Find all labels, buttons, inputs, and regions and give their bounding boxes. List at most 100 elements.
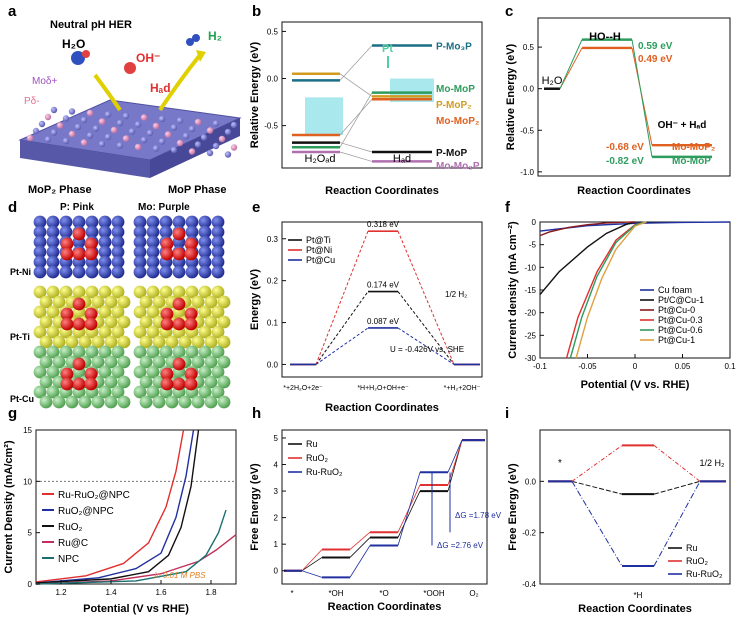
substrate-atom-icon [211, 365, 225, 379]
water-molecule-icon [71, 51, 85, 65]
substrate-atom-icon [59, 265, 73, 279]
substrate-atom-icon [204, 395, 218, 409]
surface-atom-icon [44, 113, 52, 121]
substrate-atom-icon [204, 355, 218, 369]
platinum-atom-icon [72, 247, 86, 261]
substrate-atom-icon [185, 225, 199, 239]
panel-g-ytick-label: 10 [23, 477, 32, 486]
platinum-atom-icon [72, 227, 86, 241]
panel-h-connector [349, 545, 371, 578]
substrate-atom-icon [204, 335, 218, 349]
substrate-atom-icon [111, 285, 125, 299]
panel-g-legend-label: Ru-RuO₂@NPC [58, 490, 130, 501]
surface-atom-icon [140, 136, 148, 144]
platinum-atom-icon [160, 317, 174, 331]
panel-i-ylabel: Free Energy (eV) [507, 463, 519, 551]
legend-mo: Mo: Purple [138, 202, 190, 213]
panel-h-ytick-label: 4 [274, 461, 279, 470]
label-mop-phase: MoP Phase [168, 184, 227, 196]
substrate-atom-icon [111, 305, 125, 319]
label-oh: OH⁻ [136, 51, 160, 65]
substrate-atom-icon [111, 345, 125, 359]
substrate-atom-icon [39, 355, 53, 369]
panel-i-connector [653, 445, 701, 482]
surface-atom-icon [86, 132, 94, 139]
substrate-atom-icon [52, 295, 66, 309]
substrate-atom-icon [111, 235, 125, 249]
substrate-atom-icon [33, 245, 47, 259]
substrate-atom-icon [104, 295, 118, 309]
panel-g-legend-label: RuO₂@NPC [58, 506, 114, 517]
substrate-atom-icon [133, 245, 147, 259]
substrate-atom-icon [104, 335, 118, 349]
panel-h-ytick-label: 5 [274, 434, 279, 443]
panel-h-ytick-label: 1 [274, 540, 279, 549]
panel-b-ylabel: Relative Energy (eV) [249, 41, 261, 148]
panel-h-ylabel: Free Energy (eV) [249, 463, 261, 551]
substrate-atom-icon [198, 285, 212, 299]
surface-atom-icon [134, 121, 142, 128]
substrate-atom-icon [111, 255, 125, 269]
panel-h-state-label: *OOH [423, 589, 445, 598]
platinum-atom-icon [84, 237, 98, 251]
label-h2: H₂ [208, 29, 222, 43]
surface-atom-icon [194, 118, 202, 126]
panel-i-connector [571, 444, 623, 482]
panel-c-value-label: 0.49 eV [638, 54, 673, 65]
substrate-atom-icon [46, 255, 60, 269]
label-p-delta: Pδ- [24, 96, 40, 107]
platinum-atom-icon [184, 317, 198, 331]
panel-b-series-label: Mo-MoP₂ [436, 116, 479, 127]
panel-i-legend-label: RuO₂ [686, 556, 709, 566]
hydroxide-icon [124, 62, 136, 74]
surface-atom-icon [206, 149, 214, 157]
panel-h-legend-label: RuO₂ [306, 453, 329, 463]
panel-letter-d: d [8, 199, 17, 216]
surface-atom-icon [230, 121, 238, 129]
surface-atom-icon [170, 124, 178, 131]
hydrogen-atom-icon [186, 38, 194, 46]
substrate-atom-icon [133, 305, 147, 319]
surface-atom-icon [128, 128, 136, 135]
panel-f-series-line [569, 221, 645, 359]
surface-atom-icon [44, 136, 52, 143]
substrate-atom-icon [59, 225, 73, 239]
substrate-atom-icon [211, 215, 225, 229]
substrate-atom-icon [111, 215, 125, 229]
panel-g-legend-label: RuO₂ [58, 522, 83, 533]
substrate-atom-icon [111, 265, 125, 279]
substrate-atom-icon [198, 325, 212, 339]
substrate-atom-icon [133, 345, 147, 359]
substrate-atom-icon [85, 285, 99, 299]
panel-f-legend-label: Pt@Cu-0.3 [658, 315, 703, 325]
substrate-atom-icon [198, 385, 212, 399]
substrate-atom-icon [59, 215, 73, 229]
panel-h-connector [397, 472, 421, 546]
substrate-atom-icon [46, 385, 60, 399]
panel-c-ylabel: Relative Energy (eV) [505, 43, 517, 150]
panel-g-xlabel: Potential (V vs RHE) [83, 603, 189, 615]
substrate-atom-icon [211, 225, 225, 239]
substrate-atom-icon [98, 265, 112, 279]
substrate-atom-icon [139, 315, 153, 329]
panel-b-ytick-label: -0.5 [264, 122, 278, 131]
platinum-atom-icon [84, 247, 98, 261]
substrate-atom-icon [146, 325, 160, 339]
substrate-atom-icon [146, 305, 160, 319]
panel-f-ytick-label: 0 [532, 218, 537, 227]
surface-atom-icon [62, 115, 70, 122]
substrate-atom-icon [159, 215, 173, 229]
panel-c-series-label: Mo-MoP₂ [672, 142, 715, 153]
surface-atom-icon [122, 112, 130, 120]
panel-b-connector [339, 142, 373, 153]
panel-letter-h: h [252, 405, 261, 422]
panel-b-cat-label: H₂Oₐd [305, 153, 336, 165]
substrate-atom-icon [46, 305, 60, 319]
substrate-atom-icon [72, 265, 86, 279]
panel-a-illustration: Neutral pH HER H₂O OH⁻ H₂ Hₐd Moδ+ Pδ- M… [18, 19, 242, 213]
surface-atom-icon [188, 125, 196, 133]
substrate-atom-icon [111, 385, 125, 399]
panel-i-frame [539, 429, 731, 585]
panel-c-ytick-label: -0.5 [520, 126, 534, 135]
